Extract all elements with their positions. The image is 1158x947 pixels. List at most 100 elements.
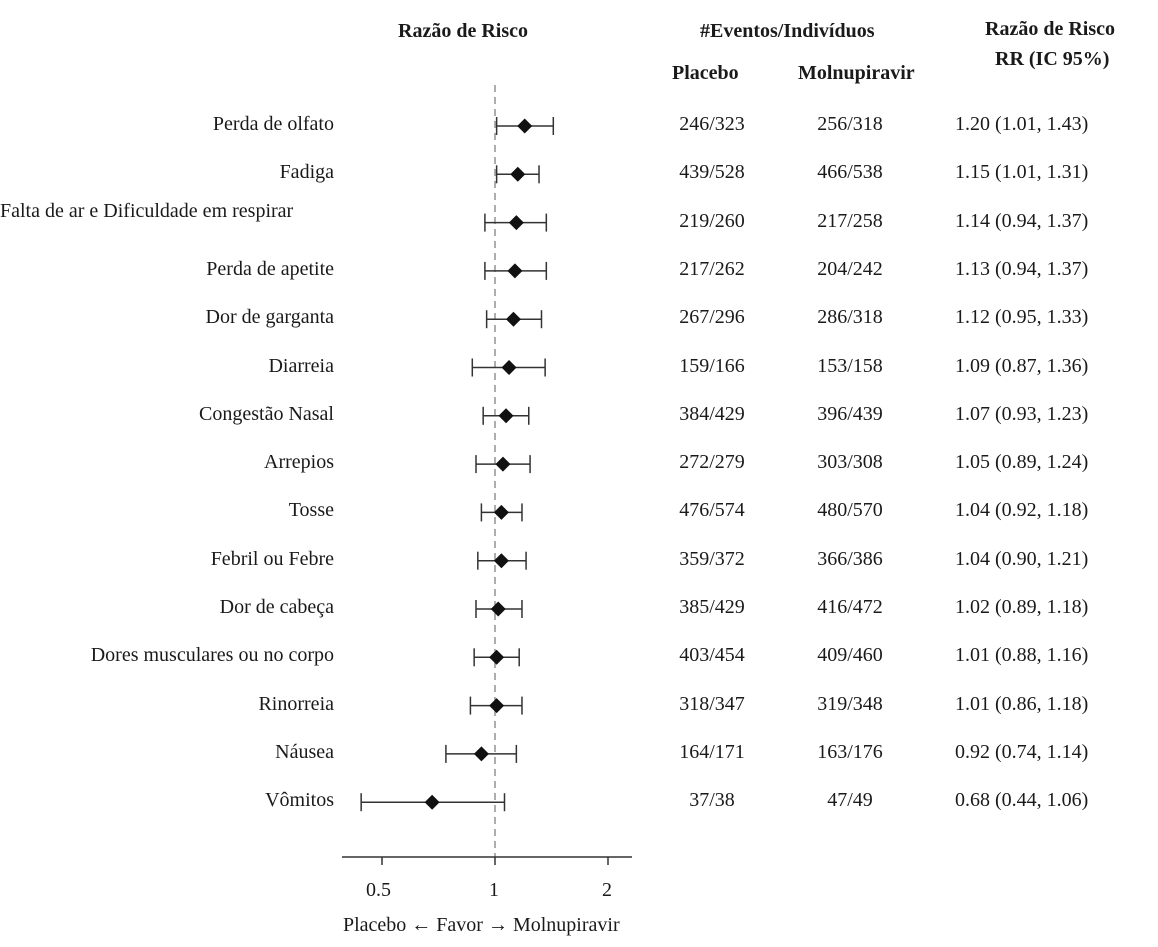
estimate-marker	[507, 263, 523, 279]
estimate-marker	[489, 698, 505, 714]
symptom-label: Perda de olfato	[212, 113, 334, 135]
table-row: Fadiga 439/528 466/538 1.15 (1.01, 1.31)	[0, 159, 1158, 189]
risk-ratio-ci: 1.09 (0.87, 1.36)	[955, 354, 1089, 377]
molnupiravir-events: 256/318	[817, 113, 883, 135]
symptom-label: Febril ou Febre	[210, 547, 334, 570]
symptom-label: Diarreia	[268, 354, 334, 377]
symptom-label: Vômitos	[265, 789, 334, 812]
table-row: Perda de olfato 246/323 256/318 1.20 (1.01,…	[0, 111, 1158, 141]
estimate-marker	[473, 746, 489, 762]
molnupiravir-events: 47/49	[827, 789, 873, 812]
estimate-marker	[490, 601, 506, 617]
table-row: Perda de apetite 217/262 204/242 1.13 (0.94…	[0, 256, 1158, 286]
estimate-marker	[424, 794, 440, 810]
placebo-events: 37/38	[689, 789, 735, 812]
table-row: Rinorreia 318/347 319/348 1.01 (0.86, 1.18)	[0, 691, 1158, 721]
placebo-events: 318/347	[679, 692, 745, 715]
estimate-marker	[517, 118, 533, 134]
rr-header-line2: RR (IC 95%)	[995, 48, 1110, 70]
molnupiravir-events: 480/570	[817, 499, 883, 522]
placebo-events: 272/279	[679, 451, 745, 474]
forest-plot-header: Razão de Risco	[398, 20, 528, 42]
symptom-label: Congestão Nasal	[199, 402, 334, 425]
risk-ratio-ci: 0.92 (0.74, 1.14)	[955, 740, 1089, 763]
placebo-events: 385/429	[679, 596, 745, 618]
table-row: Dores musculares ou no corpo 403/454 409/4…	[0, 642, 1158, 672]
placebo-events: 217/262	[679, 257, 745, 280]
placebo-events: 159/166	[679, 354, 745, 377]
table-row: Dor de cabeça 385/429 416/472 1.02 (0.89, 1…	[0, 594, 1158, 624]
risk-ratio-ci: 1.01 (0.88, 1.16)	[955, 644, 1089, 667]
risk-ratio-ci: 1.02 (0.89, 1.18)	[955, 596, 1089, 618]
table-row: Náusea 164/171 163/176 0.92 (0.74, 1.14)	[0, 739, 1158, 769]
molnupiravir-events: 466/538	[817, 161, 883, 184]
molnupiravir-events: 217/258	[817, 209, 883, 232]
placebo-events: 439/528	[679, 161, 745, 184]
table-row: Arrepios 272/279 303/308 1.05 (0.89, 1.24)	[0, 449, 1158, 479]
molnupiravir-events: 409/460	[817, 644, 883, 667]
estimate-marker	[501, 360, 517, 375]
placebo-events: 267/296	[679, 306, 745, 329]
symptom-label: Arrepios	[264, 451, 334, 474]
estimate-marker	[493, 553, 509, 569]
table-row: Febril ou Febre 359/372 366/386 1.04 (0.90,…	[0, 546, 1158, 576]
placebo-events: 403/454	[679, 644, 745, 667]
table-row: Dor de garganta 267/296 286/318 1.12 (0.95,…	[0, 304, 1158, 334]
estimate-marker	[498, 408, 514, 424]
symptom-label: Falta de ar e Dificuldade em respirar	[0, 199, 294, 222]
molnupiravir-events: 153/158	[817, 354, 883, 377]
x-tick-label: 1	[489, 879, 499, 901]
molnupiravir-column-header: Molnupiravir	[798, 62, 915, 84]
placebo-events: 164/171	[679, 740, 745, 763]
estimate-marker	[495, 456, 511, 472]
placebo-events: 476/574	[679, 499, 745, 522]
placebo-column-header: Placebo	[672, 62, 739, 84]
risk-ratio-ci: 1.07 (0.93, 1.23)	[955, 402, 1089, 425]
risk-ratio-ci: 1.04 (0.90, 1.21)	[955, 547, 1089, 570]
symptom-label: Perda de apetite	[206, 257, 334, 280]
molnupiravir-events: 303/308	[817, 451, 883, 474]
table-row: Falta de ar e Dificuldade em respirar 219…	[0, 200, 1158, 238]
estimate-marker	[510, 166, 526, 182]
rr-header-line1: Razão de Risco	[985, 18, 1115, 40]
x-tick-label: 2	[602, 879, 612, 901]
symptom-label: Náusea	[275, 740, 334, 763]
symptom-label: Dor de cabeça	[219, 596, 334, 618]
molnupiravir-events: 163/176	[817, 740, 883, 763]
estimate-marker	[508, 215, 524, 231]
estimate-marker	[493, 504, 509, 520]
risk-ratio-ci: 1.14 (0.94, 1.37)	[955, 209, 1089, 232]
risk-ratio-ci: 1.20 (1.01, 1.43)	[955, 113, 1089, 135]
estimate-marker	[505, 311, 521, 327]
x-axis-label: Placebo ← Favor → Molnupiravir	[343, 914, 620, 936]
table-row: Diarreia 159/166 153/158 1.09 (0.87, 1.36)	[0, 353, 1158, 383]
symptom-label: Fadiga	[279, 161, 334, 184]
risk-ratio-ci: 1.15 (1.01, 1.31)	[955, 161, 1089, 184]
symptom-label: Dores musculares ou no corpo	[90, 644, 334, 667]
molnupiravir-events: 396/439	[817, 402, 883, 425]
events-header: #Eventos/Indivíduos	[700, 20, 875, 42]
risk-ratio-ci: 1.01 (0.86, 1.18)	[955, 692, 1089, 715]
risk-ratio-ci: 1.12 (0.95, 1.33)	[955, 306, 1089, 329]
x-tick-label: 0.5	[366, 879, 391, 901]
molnupiravir-events: 319/348	[817, 692, 883, 715]
symptom-label: Dor de garganta	[205, 306, 334, 329]
risk-ratio-ci: 1.13 (0.94, 1.37)	[955, 257, 1089, 280]
risk-ratio-ci: 1.05 (0.89, 1.24)	[955, 451, 1089, 474]
table-row: Vômitos 37/38 47/49 0.68 (0.44, 1.06)	[0, 787, 1158, 817]
estimate-marker	[489, 649, 505, 665]
symptom-label: Tosse	[288, 499, 334, 522]
molnupiravir-events: 286/318	[817, 306, 883, 329]
placebo-events: 384/429	[679, 402, 745, 425]
table-row: Tosse 476/574 480/570 1.04 (0.92, 1.18)	[0, 497, 1158, 527]
table-row: Congestão Nasal 384/429 396/439 1.07 (0.93,…	[0, 401, 1158, 431]
symptom-label: Rinorreia	[258, 692, 334, 715]
molnupiravir-events: 204/242	[817, 257, 883, 280]
risk-ratio-ci: 0.68 (0.44, 1.06)	[955, 789, 1089, 812]
molnupiravir-events: 366/386	[817, 547, 883, 570]
molnupiravir-events: 416/472	[817, 596, 883, 618]
placebo-events: 219/260	[679, 209, 745, 232]
placebo-events: 359/372	[679, 547, 745, 570]
risk-ratio-ci: 1.04 (0.92, 1.18)	[955, 499, 1089, 522]
